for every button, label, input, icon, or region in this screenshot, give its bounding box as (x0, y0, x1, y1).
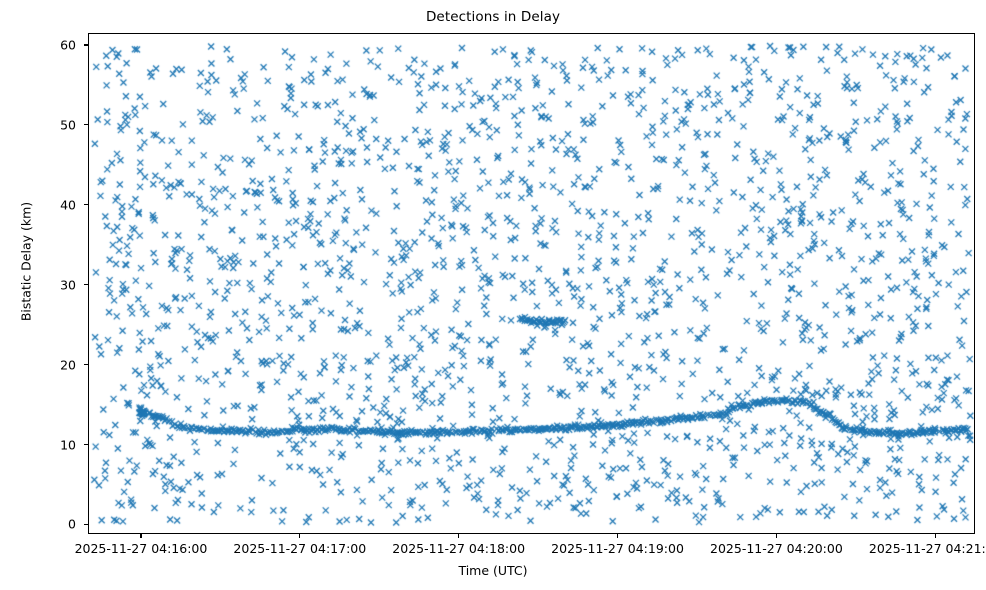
y-tick-mark (84, 124, 88, 126)
y-tick-label: 0 (68, 516, 76, 532)
x-tick-mark (299, 534, 301, 538)
x-tick-label: 2025-11-27 04:17:00 (233, 541, 367, 556)
y-axis-label: Bistatic Delay (km) (18, 201, 34, 322)
x-axis-label: Time (UTC) (458, 563, 528, 578)
x-tick-mark (617, 534, 619, 538)
x-tick-mark (775, 534, 777, 538)
y-tick-label: 40 (60, 197, 76, 213)
x-tick-label: 2025-11-27 04:18:00 (392, 541, 526, 556)
x-tick-label: 2025-11-27 04:19:00 (551, 541, 684, 556)
y-tick-mark (84, 204, 88, 206)
y-tick-mark (84, 44, 88, 46)
y-tick-label: 50 (60, 117, 76, 133)
x-tick-mark (140, 534, 142, 538)
y-tick-label: 30 (60, 277, 76, 293)
chart-title: Detections in Delay (425, 9, 561, 25)
x-tick-mark (934, 534, 936, 538)
y-tick-label: 10 (60, 437, 76, 452)
y-tick-mark (84, 364, 88, 366)
y-tick-mark (84, 444, 88, 446)
x-tick-label: 2025-11-27 04:16:00 (74, 541, 208, 556)
scatter-canvas (89, 34, 974, 533)
y-tick-label: 60 (60, 37, 76, 53)
x-tick-label: 2025-11-27 04:20:00 (710, 541, 843, 556)
y-tick-label: 20 (60, 357, 76, 373)
y-axis-tick-labels: 0 10 20 30 40 50 60 (0, 0, 76, 590)
y-tick-mark (84, 284, 88, 286)
x-tick-mark (458, 534, 460, 538)
plot-area[interactable] (88, 33, 975, 534)
x-tick-label: 2025-11-27 04:21:00 (868, 541, 986, 556)
y-tick-mark (84, 523, 88, 525)
